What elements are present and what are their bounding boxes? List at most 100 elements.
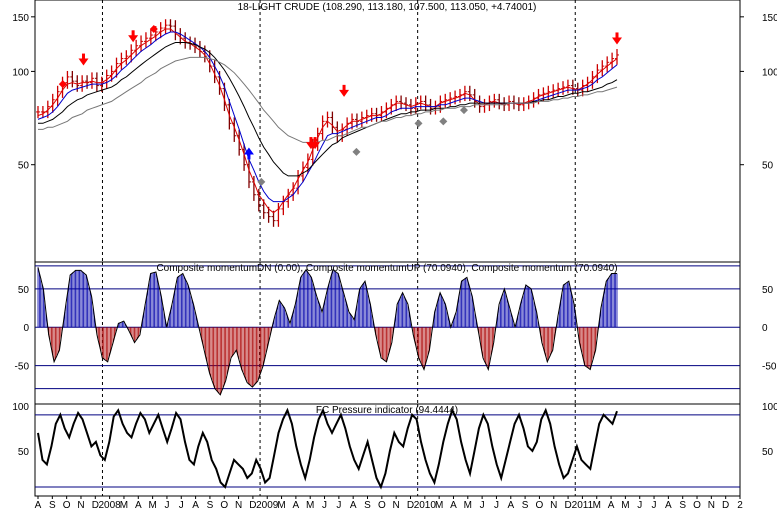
price-tick-label-right: 100 [762,67,777,78]
signal-diamond [149,25,158,34]
signal-arrow-down-shaft [313,137,317,144]
signal-diamond [459,106,468,115]
x-tick-label: J [480,500,485,511]
pressure-panel-frame [34,403,741,497]
x-tick-label: 2009 [256,500,279,511]
pressure-tick-label-left: 50 [18,447,30,458]
x-tick-label: M [148,500,156,511]
signal-arrow-down-shaft [309,137,313,144]
ma-fast-line [37,28,618,214]
x-tick-label: M [120,500,128,511]
signal-arrow-down-shaft [342,84,346,91]
x-tick-label: S [364,500,371,511]
signal-diamond [439,117,448,126]
price-tick-label-left: 50 [18,161,30,172]
x-tick-label: O [220,500,228,511]
x-tick-label: J [652,500,657,511]
signal-diamond [58,80,67,89]
signal-arrow-down [339,89,350,97]
x-tick-label: O [63,500,71,511]
x-tick-label: N [393,500,400,511]
price-tick-label-left: 150 [12,13,29,24]
pressure-title: FC Pressure indicator (94.4444) [316,405,458,416]
x-tick-label: A [450,500,457,511]
x-tick-label: N [235,500,242,511]
momentum-tick-label-right: -50 [762,362,777,373]
x-tick-label: D [249,500,256,511]
signal-arrow-up-shaft [247,153,251,160]
momentum-tick-label-right: 0 [762,323,768,334]
x-tick-label: J [336,500,341,511]
x-tick-label: M [621,500,629,511]
momentum-tick-label-left: -50 [15,362,30,373]
pressure-tick-label-right: 50 [762,447,774,458]
price-tick-label-right: 150 [762,13,777,24]
x-tick-label: S [679,500,686,511]
signal-arrow-down-shaft [615,32,619,39]
x-tick-label: M [593,500,601,511]
x-tick-label: N [708,500,715,511]
x-tick-label: J [164,500,169,511]
signal-arrow-down [128,35,139,43]
x-tick-label: A [293,500,300,511]
x-tick-label: A [350,500,357,511]
price-tick-label-right: 50 [762,161,774,172]
signal-diamond [414,119,423,128]
x-tick-label: J [494,500,499,511]
x-tick-label: M [277,500,285,511]
signal-arrow-down-shaft [81,53,85,60]
x-tick-label: A [507,500,514,511]
price-title: 18-LIGHT CRUDE (108.290, 113.180, 107.50… [238,2,537,13]
x-tick-label: O [378,500,386,511]
signal-diamond [352,147,361,156]
x-tick-label: A [135,500,142,511]
x-tick-label: D [407,500,414,511]
x-tick-label: D [564,500,571,511]
pressure-line [37,407,618,490]
x-tick-label: N [77,500,84,511]
momentum-panel: -50 -50 0 0 50 50 [15,265,777,396]
ma-slow-line [38,42,618,177]
pressure-panel: 50 50 100 100 [12,402,777,490]
momentum-title: Composite momentumDN (0.00), Composite m… [156,263,617,274]
signal-arrow-down [612,37,622,45]
signal-arrow-down [78,58,89,66]
signal-arrow-up [243,147,254,155]
x-tick-label: J [637,500,642,511]
x-axis: A S O N D 2008 M A M J J A S O N D 2009 M A M J J A S O N D 2010 M A M… [35,496,743,511]
momentum-tick-label-right: 50 [762,285,774,296]
x-tick-label: M [435,500,443,511]
x-tick-label: S [207,500,214,511]
signal-arrow-down [310,142,321,150]
x-tick-label: S [522,500,529,511]
signal-diamond [257,177,266,186]
x-tick-label: M [464,500,472,511]
pressure-tick-label-left: 100 [12,402,29,413]
x-tick-label: 2010 [414,500,437,511]
x-tick-label: D [722,500,729,511]
price-panel: 50 50 100 100 150 150 [12,0,777,496]
x-tick-label: O [536,500,544,511]
momentum-outline [37,267,617,396]
x-tick-label: A [192,500,199,511]
pressure-tick-label-right: 100 [762,402,777,413]
x-tick-label: N [550,500,557,511]
x-tick-label: 2011 [572,500,594,511]
x-tick-label: 2008 [99,500,122,511]
x-tick-label: A [35,500,42,511]
x-tick-label: D [92,500,99,511]
momentum-tick-label-left: 0 [23,323,29,334]
ma-long-line [38,56,618,143]
x-tick-label: 2 [737,500,743,511]
x-tick-label: J [179,500,184,511]
x-tick-label: O [693,500,701,511]
x-tick-label: S [49,500,56,511]
price-tick-label-left: 100 [12,67,29,78]
x-tick-label: M [306,500,314,511]
momentum-tick-label-left: 50 [18,285,30,296]
x-tick-label: J [322,500,327,511]
x-tick-label: A [608,500,615,511]
x-tick-label: A [665,500,672,511]
signal-arrow-down-shaft [131,30,135,37]
